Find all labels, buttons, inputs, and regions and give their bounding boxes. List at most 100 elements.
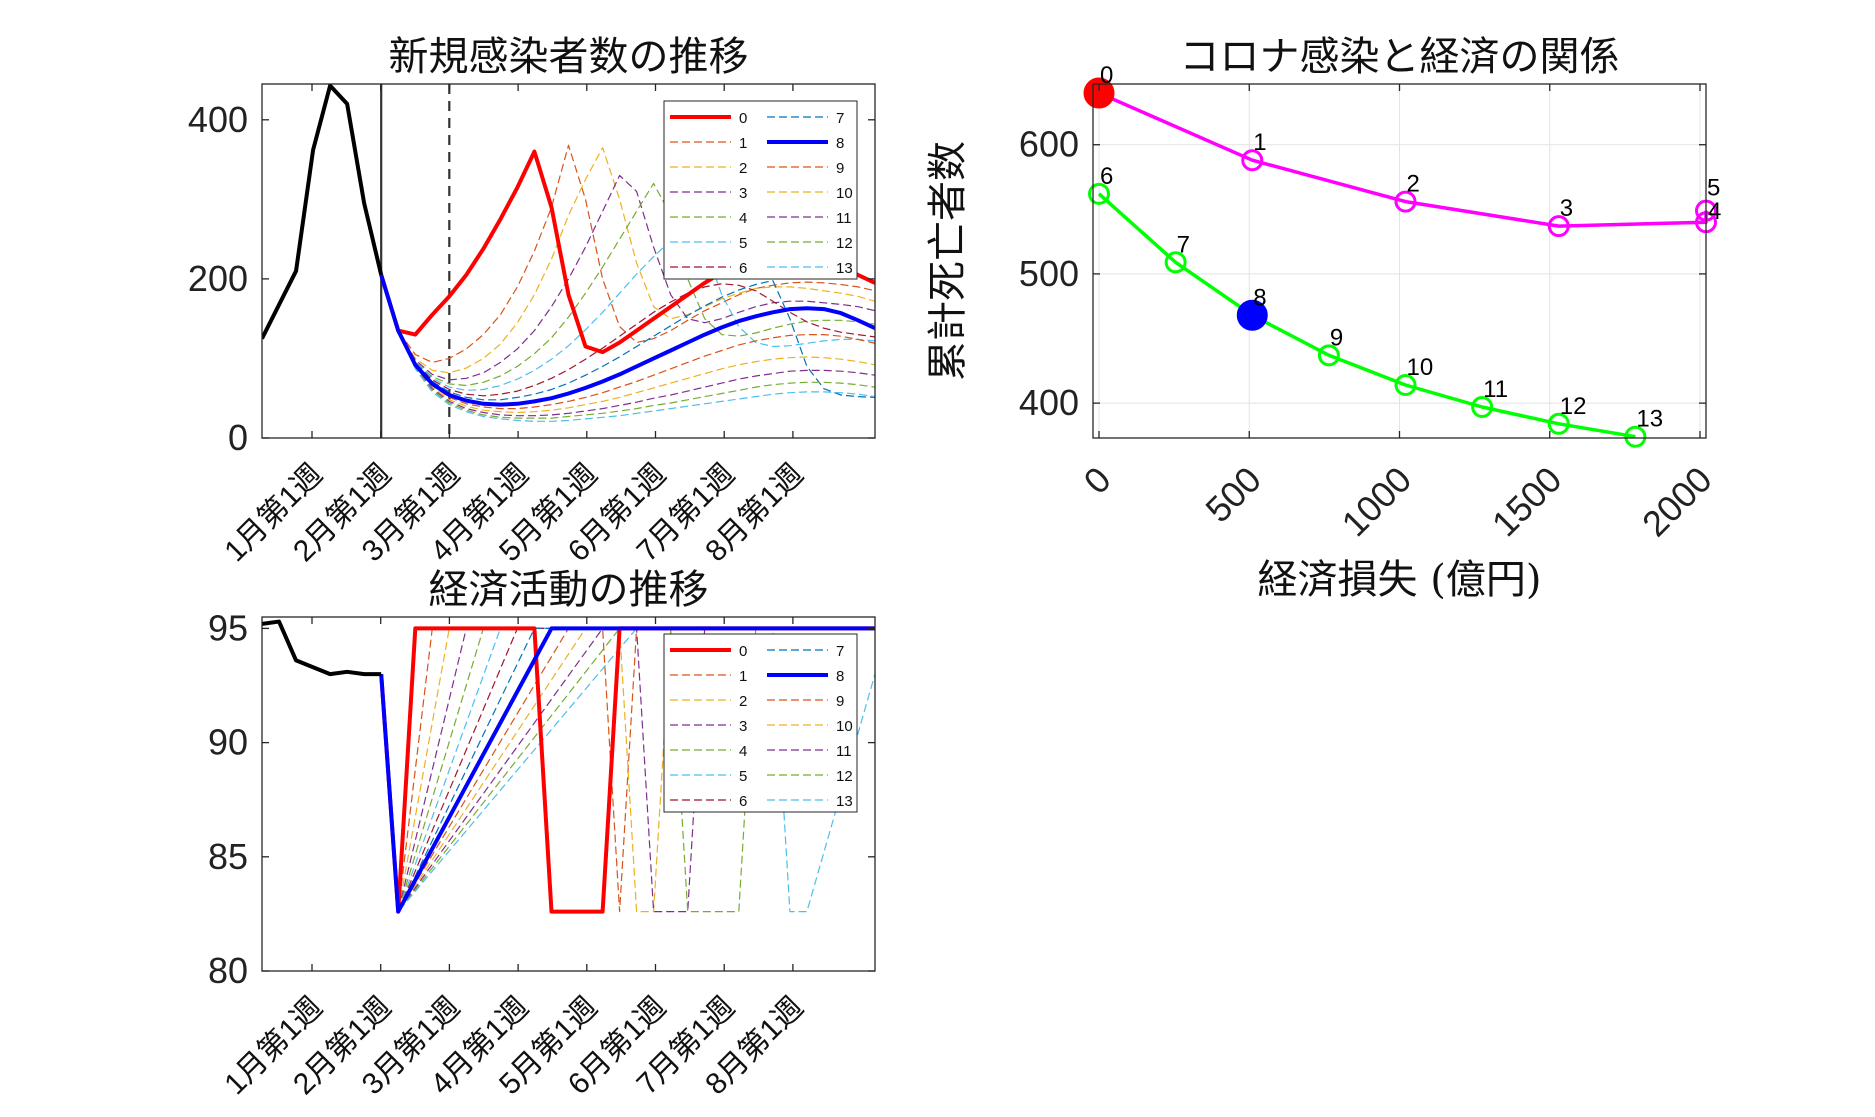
legend-label-1: 1 (739, 135, 747, 152)
legend-label-7: 7 (836, 643, 844, 660)
data-point-3 (1547, 215, 1570, 238)
point-label-2: 2 (1407, 171, 1420, 198)
data-point-7 (1164, 251, 1187, 274)
legend-label-11: 11 (836, 743, 852, 760)
series-line-13 (380, 274, 875, 422)
legend-label-8: 8 (836, 668, 844, 685)
legend-label-0: 0 (739, 110, 747, 127)
history-line (262, 84, 384, 340)
legend-box (663, 100, 858, 280)
legend-label-10: 10 (836, 718, 853, 735)
axes-box (261, 616, 876, 972)
legend-label-13: 13 (836, 260, 853, 277)
point-label-9: 9 (1330, 324, 1343, 351)
data-point-12 (1547, 412, 1570, 435)
legend-label-6: 6 (739, 793, 747, 810)
xtick-label: 0 (1076, 459, 1119, 502)
data-point-11 (1471, 395, 1494, 418)
ytick-label: 0 (228, 417, 248, 458)
series-line-11 (380, 274, 875, 417)
economic-activity-panel: 経済活動の推移808590951月第1週2月第1週3月第1週4月第1週5月第1週… (208, 567, 876, 1101)
legend-label-12: 12 (836, 235, 853, 252)
y-axis-label: 累計死亡者数 (925, 141, 971, 381)
legend-label-2: 2 (739, 160, 747, 177)
data-point-6 (1088, 182, 1111, 205)
data-point-10 (1394, 374, 1417, 397)
series-line-7 (380, 274, 875, 401)
xtick-label: 2000 (1634, 459, 1720, 545)
point-label-6: 6 (1100, 163, 1113, 190)
highlight-point-8 (1236, 299, 1268, 331)
ytick-label: 95 (208, 607, 248, 648)
point-label-7: 7 (1177, 231, 1190, 258)
point-label-3: 3 (1560, 195, 1573, 222)
legend-label-8: 8 (836, 135, 844, 152)
chart-title: コロナ感染と経済の関係 (1180, 34, 1620, 80)
series-line-0 (1098, 91, 1708, 228)
legend-label-9: 9 (836, 160, 844, 177)
legend-label-7: 7 (836, 110, 844, 127)
data-point-13 (1624, 425, 1647, 448)
legend-label-4: 4 (739, 743, 747, 760)
xtick-label: 1000 (1334, 459, 1420, 545)
series-line-0 (379, 626, 875, 914)
legend-label-10: 10 (836, 185, 853, 202)
legend-label-5: 5 (739, 235, 747, 252)
legend-label-6: 6 (739, 260, 747, 277)
series-line-6 (380, 274, 875, 397)
legend-label-3: 3 (739, 718, 747, 735)
data-point-9 (1317, 344, 1340, 367)
data-point-1 (1241, 149, 1264, 172)
legend-label-12: 12 (836, 768, 853, 785)
series-line-12 (380, 274, 875, 419)
point-label-10: 10 (1407, 354, 1434, 381)
series-line-10 (380, 274, 875, 414)
legend-label-9: 9 (836, 693, 844, 710)
point-label-0: 0 (1100, 62, 1113, 89)
data-point-2 (1394, 190, 1417, 213)
legend-label-13: 13 (836, 793, 853, 810)
series-line-1 (1097, 192, 1636, 439)
ytick-label: 80 (208, 950, 248, 991)
xtick-label: 1500 (1484, 459, 1570, 545)
legend-label-0: 0 (739, 643, 747, 660)
legend-label-5: 5 (739, 768, 747, 785)
series-line-4 (380, 627, 875, 913)
ytick-label: 600 (1019, 124, 1079, 165)
point-label-8: 8 (1253, 284, 1266, 311)
legend-label-11: 11 (836, 210, 852, 227)
plot-area (262, 84, 875, 438)
series-line-4 (380, 182, 875, 387)
point-label-1: 1 (1253, 129, 1266, 156)
series-line-9 (380, 274, 875, 410)
ytick-label: 400 (1019, 382, 1079, 423)
axes-box (261, 83, 876, 439)
series-line-8 (379, 274, 875, 407)
series-line-8 (379, 626, 875, 914)
legend-label-1: 1 (739, 668, 747, 685)
series-line-2 (380, 147, 875, 374)
point-label-13: 13 (1636, 406, 1663, 433)
highlight-point-0 (1083, 77, 1115, 109)
chart-title: 経済活動の推移 (429, 567, 709, 613)
series-line-5 (380, 227, 875, 391)
legend-box (663, 633, 858, 813)
history-line (262, 619, 382, 677)
legend-label-3: 3 (739, 185, 747, 202)
point-label-5: 5 (1707, 175, 1720, 202)
ytick-label: 200 (188, 258, 248, 299)
ytick-label: 400 (188, 99, 248, 140)
point-label-12: 12 (1560, 393, 1587, 420)
xtick-label: 500 (1197, 459, 1268, 530)
point-label-11: 11 (1483, 376, 1508, 403)
ytick-label: 85 (208, 836, 248, 877)
legend-label-2: 2 (739, 693, 747, 710)
point-label-4: 4 (1708, 198, 1721, 225)
chart-title: 新規感染者数の推移 (389, 34, 749, 80)
ytick-label: 90 (208, 722, 248, 763)
x-axis-label: 経済損失 (億円) (1258, 557, 1542, 603)
